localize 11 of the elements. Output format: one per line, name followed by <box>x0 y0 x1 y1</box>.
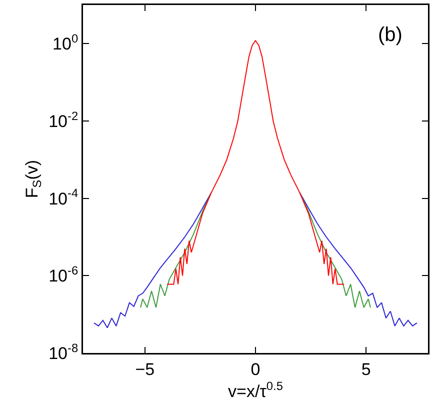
x-axis-title: v=x/τ$^{0.5}$ <box>228 378 284 402</box>
y-tick-label: 10$^{-4}$ <box>48 186 78 208</box>
y-tick-label: 10$^{-8}$ <box>48 340 78 363</box>
y-tick-label: 10$^{-2}$ <box>48 108 78 131</box>
y-tick-label: 10$^{0}$ <box>52 31 78 54</box>
y-tick-label: 10$^{-6}$ <box>48 263 78 286</box>
x-tick-label: −5 <box>135 360 155 379</box>
x-tick-label: 0 <box>250 360 260 379</box>
line-series <box>166 40 344 285</box>
annotation: (b) <box>378 24 402 46</box>
x-tick-label: 5 <box>361 360 371 379</box>
